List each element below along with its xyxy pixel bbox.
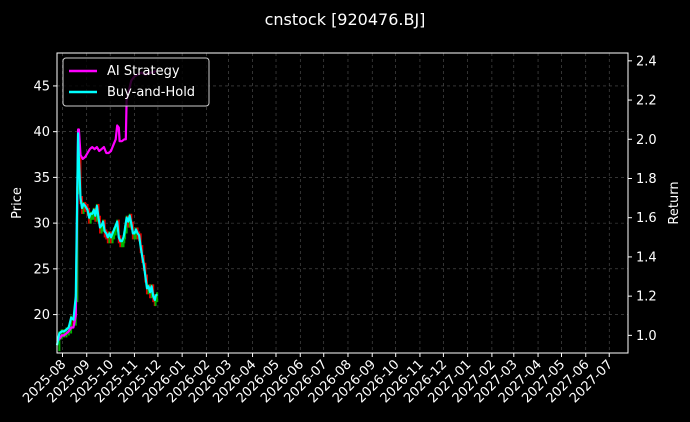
series-lines	[55, 69, 158, 346]
chart-title: cnstock [920476.BJ]	[265, 10, 426, 29]
x-axis: 2025-082025-092025-102025-112025-122026-…	[20, 353, 616, 406]
y-axis-right: 1.0 1.2 1.4 1.6 1.8 2.0 2.2 2.4	[628, 54, 657, 344]
y2-tick-label: 2.0	[636, 133, 657, 148]
y-tick-label: 45	[33, 79, 50, 94]
y-tick-label: 30	[33, 217, 50, 232]
y-tick-label: 20	[33, 308, 50, 323]
y2-tick-label: 1.2	[636, 290, 657, 305]
y2-axis-label: Return	[667, 181, 682, 224]
y2-tick-label: 1.6	[636, 211, 657, 226]
series-line-buy-and-hold	[55, 132, 158, 346]
series-line-ai-strategy	[56, 69, 157, 343]
legend-box	[62, 57, 210, 107]
y2-tick-label: 1.8	[636, 172, 657, 187]
y-tick-label: 40	[33, 125, 50, 140]
y-axis-label: Price	[10, 187, 25, 219]
plot-frame	[56, 52, 629, 354]
y-tick-label: 25	[33, 262, 50, 277]
y2-tick-label: 1.4	[636, 250, 657, 265]
legend-label-buy-and-hold: Buy-and-Hold	[107, 85, 195, 100]
y2-tick-label: 2.4	[636, 54, 657, 69]
legend: AI Strategy Buy-and-Hold	[62, 57, 210, 107]
grid	[57, 53, 628, 353]
y-axis-left: 20 25 30 35 40 45	[33, 79, 57, 323]
y2-tick-label: 2.2	[636, 94, 657, 109]
y2-tick-label: 1.0	[636, 329, 657, 344]
y-tick-label: 35	[33, 171, 50, 186]
legend-label-ai-strategy: AI Strategy	[107, 64, 180, 79]
